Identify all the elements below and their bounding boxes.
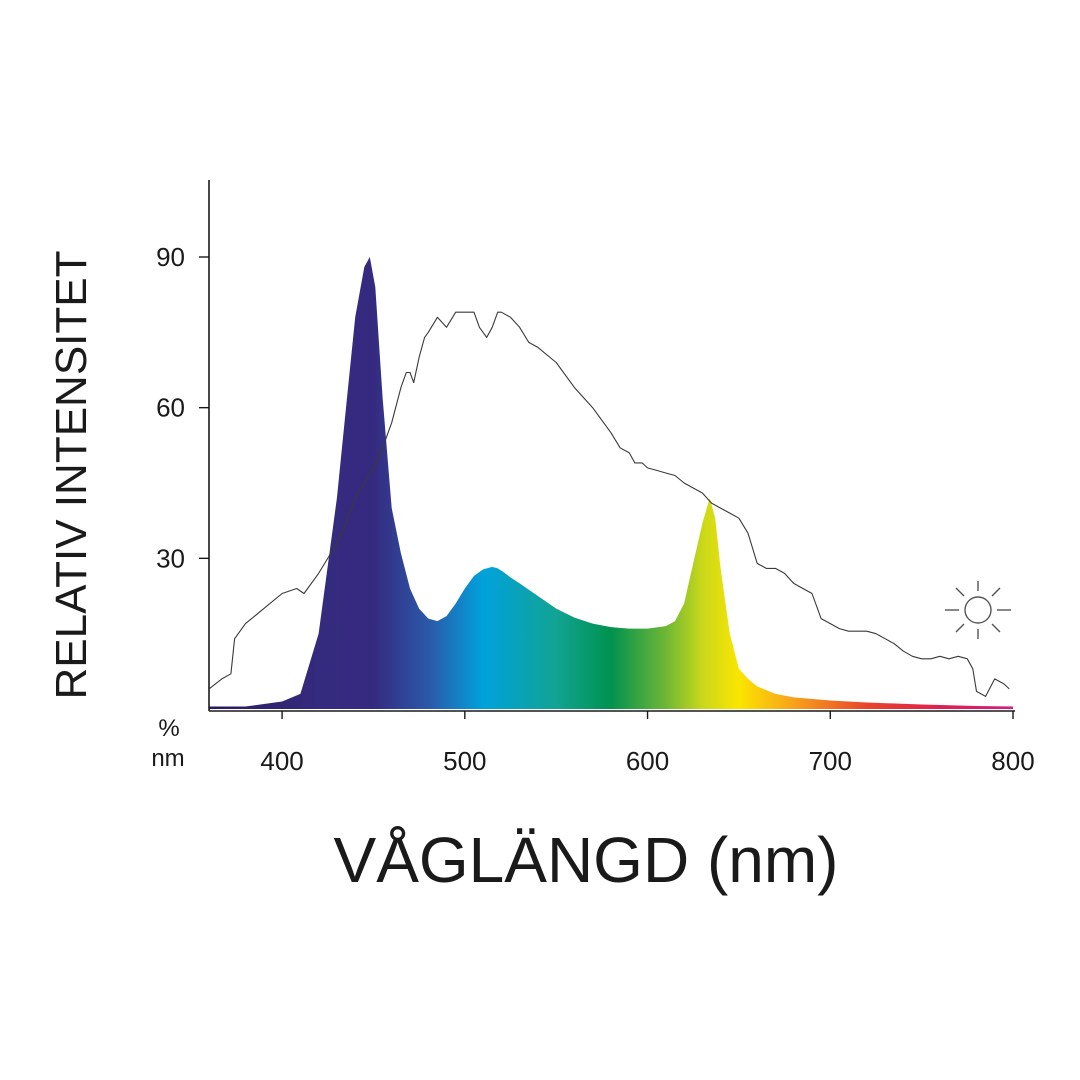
x-tick-label: 500 [443,746,486,776]
y-tick-label: 30 [156,543,185,573]
x-unit-label: nm [151,745,184,772]
axes [208,180,1015,712]
line-layer [208,311,1010,697]
x-tick-label: 800 [991,746,1034,776]
x-tick-label: 600 [626,746,669,776]
y-tick-label: 60 [156,393,185,423]
x-tick-label: 700 [809,746,852,776]
spectrum-area [209,257,1013,709]
x-tick-label: 400 [260,746,303,776]
y-tick-label: 90 [156,242,185,272]
reference-spectrum-line [208,311,1010,697]
area-layer [209,257,1013,709]
tick-layer: 400 500 600 700 800 30 60 90 [156,242,1035,776]
y-unit-label: % [158,715,179,742]
y-axis-title: RELATIV INTENSITET [47,250,96,699]
sun-icon [945,581,1011,639]
x-axis-title: VÅGLÄNGD (nm) [334,824,839,896]
